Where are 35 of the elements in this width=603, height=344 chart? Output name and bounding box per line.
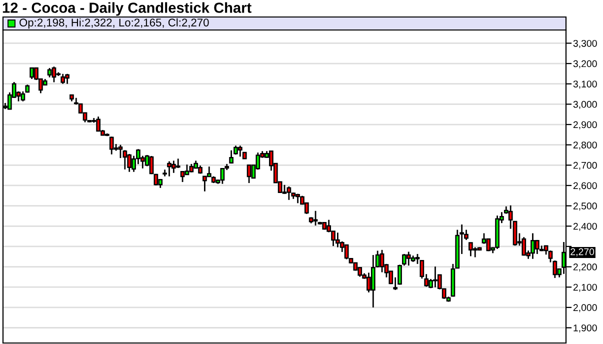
candlestick xyxy=(286,186,292,201)
y-tick-label: 3,000 xyxy=(573,100,597,109)
y-tick-label: 2,000 xyxy=(573,304,597,312)
candlestick xyxy=(313,210,318,226)
candlestick xyxy=(358,266,362,278)
candlestick xyxy=(52,66,56,83)
candlestick xyxy=(184,164,190,176)
y-tick-label: 3,200 xyxy=(573,60,597,68)
candlestick xyxy=(122,149,128,170)
y-tick-label: 2,400 xyxy=(573,222,597,231)
y-tick-label: 2,800 xyxy=(573,142,597,150)
y-tick-label: 2,900 xyxy=(573,121,597,130)
y-tick-label: 2,100 xyxy=(573,284,597,292)
candlestick xyxy=(176,158,180,169)
candlestick xyxy=(109,136,114,156)
candlestick xyxy=(246,164,252,184)
candlestick xyxy=(380,249,384,273)
y-tick-label: 1,900 xyxy=(574,324,597,333)
text: 2,270 xyxy=(570,248,594,256)
y-tick-label: 2,600 xyxy=(573,182,597,190)
y-tick-label: 3,300 xyxy=(573,40,597,48)
chart-title: 12 - Cocoa - Daily Candlestick Chart xyxy=(2,2,252,16)
text: Op:2,198, Hi:2,322, Lo:2,165, Cl:2,270 xyxy=(20,18,209,29)
y-tick-label: 2,700 xyxy=(573,162,597,170)
candlestick xyxy=(406,251,411,266)
y-tick-label: 2,500 xyxy=(573,202,597,211)
candlestick xyxy=(220,167,225,185)
candlestick xyxy=(149,155,154,175)
y-tick-label: 2,200 xyxy=(573,264,597,272)
candlestick xyxy=(344,244,349,260)
candlestick xyxy=(522,236,526,256)
candlestick xyxy=(118,144,123,159)
y-tick-label: 3,100 xyxy=(573,80,597,89)
candlestick xyxy=(180,170,185,183)
candlestick xyxy=(47,67,52,78)
